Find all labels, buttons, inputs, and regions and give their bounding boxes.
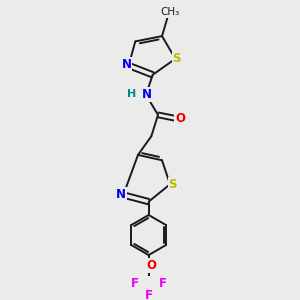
Text: N: N [142,88,152,101]
Text: F: F [131,278,139,290]
Text: N: N [122,58,131,71]
Text: H: H [127,89,136,99]
Text: CH₃: CH₃ [160,7,180,17]
Text: N: N [116,188,126,201]
Text: F: F [145,289,153,300]
Text: S: S [168,178,177,191]
Text: F: F [158,278,166,290]
Text: O: O [147,259,157,272]
Text: O: O [175,112,185,125]
Text: S: S [172,52,181,65]
